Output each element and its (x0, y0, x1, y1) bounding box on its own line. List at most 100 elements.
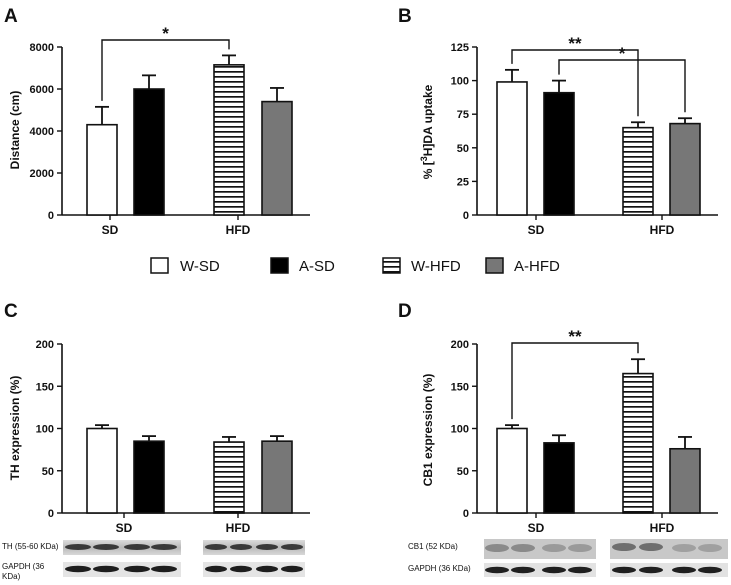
blot-band (568, 544, 592, 552)
bar-a-sd (133, 88, 165, 216)
blot-d-bands (485, 543, 722, 574)
panel-c-chart: C TH expression (%) 0 50 100 150 200 SD HFD (4, 301, 310, 535)
significance-bracket (101, 39, 230, 101)
panel-a-letter: A (4, 6, 18, 27)
bar-a-hfd (261, 440, 293, 514)
x-tick-label-sd: SD (102, 223, 119, 237)
legend-swatch-w-sd (150, 257, 169, 274)
x-tick-label-hfd: HFD (650, 223, 675, 237)
significance-bracket (558, 59, 686, 113)
blot-band (612, 566, 636, 574)
blot-band (205, 544, 227, 550)
blot-band (93, 544, 119, 550)
blot-c-th-strip-sd (63, 540, 181, 555)
y-tick-label: 125 (451, 42, 469, 54)
blot-c-gapdh-strip-sd (63, 562, 181, 577)
western-blot-c: TH (55-60 KDa) GAPDH (36 KDa) (2, 540, 305, 581)
y-tick-label: 200 (451, 339, 469, 351)
y-tick-label: 50 (42, 466, 54, 478)
bar-w-hfd (622, 372, 654, 514)
blot-band (639, 543, 663, 551)
legend-swatch-w-hfd (382, 257, 401, 274)
panel-d-y-axis-label: CB1 expression (%) (421, 374, 435, 487)
bar-w-hfd (213, 441, 245, 514)
blot-band (205, 565, 227, 573)
panel-a-y-axis-label: Distance (cm) (8, 91, 22, 170)
legend-label-a-sd: A-SD (299, 258, 335, 275)
bar-w-sd (86, 123, 118, 216)
panel-d-letter: D (398, 301, 412, 322)
bar-w-sd (496, 427, 528, 514)
blot-c-gapdh-strip-hfd (203, 562, 305, 577)
y-tick-label: 0 (463, 210, 469, 222)
y-tick-label: 75 (457, 109, 469, 121)
y-tick-label: 150 (451, 381, 469, 393)
significance-bracket (511, 49, 639, 117)
blot-d-label-cb1: CB1 (52 KDa) (408, 542, 458, 551)
y-tick-label: 100 (451, 424, 469, 436)
x-tick-label-hfd: HFD (226, 223, 251, 237)
y-tick-label: 50 (457, 143, 469, 155)
y-tick-label: 100 (451, 76, 469, 88)
blot-band (93, 565, 119, 573)
y-tick-label: 150 (36, 381, 54, 393)
blot-d-cb1-strip-sd (484, 539, 596, 559)
blot-band (485, 544, 509, 552)
blot-c-bands (65, 544, 303, 573)
bar-a-sd (133, 440, 165, 514)
blot-c-label-gapdh: GAPDH (36 KDa) (2, 562, 46, 581)
blot-band (256, 565, 278, 573)
y-tick-label: 200 (36, 339, 54, 351)
legend: W-SD A-SD W-HFD A-HFD (150, 257, 560, 275)
blot-band (672, 566, 696, 574)
panel-b-y-label-superscript: 3 (419, 156, 429, 161)
legend-swatch-a-sd (270, 257, 289, 274)
panel-b-letter: B (398, 6, 412, 27)
blot-d-cb1-strip-hfd (610, 539, 728, 559)
blot-band (511, 544, 535, 552)
blot-band (698, 544, 722, 552)
significance-marker: ** (568, 327, 582, 346)
panel-c-y-axis-label: TH expression (%) (8, 376, 22, 481)
blot-band (256, 544, 278, 550)
x-tick-label-sd: SD (116, 521, 133, 535)
western-blot-d: CB1 (52 KDa) GAPDH (36 KDa) (408, 539, 728, 577)
bar-a-sd (543, 91, 575, 216)
y-tick-label: 8000 (30, 42, 54, 54)
blot-band (151, 544, 177, 550)
blot-band (542, 544, 566, 552)
blot-c-label-gapdh-line-2: KDa) (2, 572, 21, 581)
y-tick-label: 0 (463, 508, 469, 520)
blot-d-gapdh-strip-hfd (610, 563, 728, 577)
x-tick-label-hfd: HFD (226, 521, 251, 535)
blot-band (485, 566, 509, 574)
legend-label-w-hfd: W-HFD (411, 258, 461, 275)
y-tick-label: 0 (48, 508, 54, 520)
blot-d-label-gapdh: GAPDH (36 KDa) (408, 564, 471, 573)
x-tick-label-sd: SD (528, 521, 545, 535)
blot-band (65, 565, 91, 573)
legend-label-w-sd: W-SD (180, 258, 220, 275)
panel-b-y-label-part-1: % [ (421, 161, 435, 179)
bar-a-hfd (669, 122, 701, 216)
blot-band (511, 566, 535, 574)
bar-a-hfd (669, 447, 701, 514)
blot-band (639, 566, 663, 574)
blot-band (230, 565, 252, 573)
y-tick-label: 2000 (30, 168, 54, 180)
blot-c-label-th: TH (55-60 KDa) (2, 542, 59, 551)
bar-a-hfd (261, 100, 293, 216)
bar-w-sd (86, 427, 118, 514)
blot-band (672, 544, 696, 552)
bar-w-hfd (622, 126, 654, 216)
x-tick-label-hfd: HFD (650, 521, 675, 535)
bar-w-hfd (213, 64, 245, 216)
panel-d-chart: D CB1 expression (%) 0 50 100 150 200 SD HFD ** (398, 301, 718, 535)
blot-band (698, 566, 722, 574)
blot-c-th-strip-hfd (203, 540, 305, 555)
legend-label-a-hfd: A-HFD (514, 258, 560, 275)
blot-band (124, 565, 150, 573)
panel-a-chart: A Distance (cm) 0 2000 4000 6000 8000 SD HFD * (4, 6, 310, 237)
